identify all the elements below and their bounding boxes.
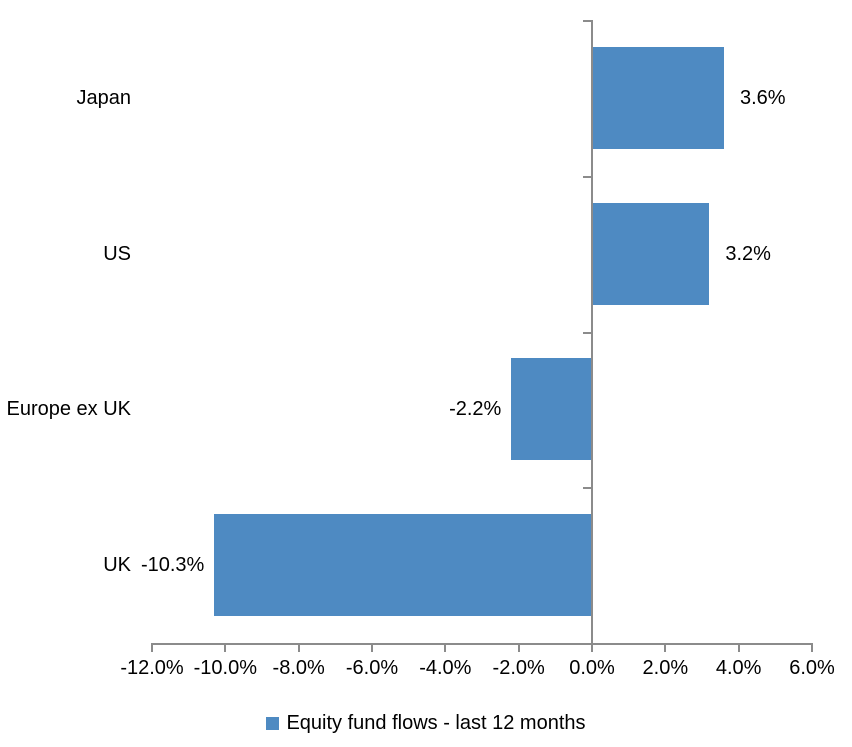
data-label-us: 3.2% bbox=[725, 242, 771, 265]
y-axis-tick bbox=[583, 331, 591, 334]
x-axis-tick bbox=[444, 643, 447, 652]
legend-label: Equity fund flows - last 12 months bbox=[286, 712, 586, 734]
data-label-japan: 3.6% bbox=[740, 86, 786, 109]
legend: Equity fund flows - last 12 months bbox=[0, 703, 852, 743]
y-axis-tick bbox=[583, 175, 591, 178]
x-tick-label: -4.0% bbox=[419, 657, 472, 679]
category-label-europe-ex-uk: Europe ex UK bbox=[6, 398, 131, 421]
x-axis-tick bbox=[811, 643, 813, 652]
x-tick-label: -8.0% bbox=[272, 657, 325, 679]
bar-us bbox=[592, 202, 710, 305]
x-tick-label: -2.0% bbox=[492, 657, 545, 679]
x-tick-label: 2.0% bbox=[642, 657, 689, 679]
legend-swatch bbox=[266, 716, 280, 730]
bar-japan bbox=[592, 46, 724, 149]
data-label-uk: -10.3% bbox=[140, 554, 205, 577]
x-axis-line bbox=[151, 643, 813, 645]
x-tick-label: -12.0% bbox=[120, 657, 184, 679]
x-tick-label: 6.0% bbox=[789, 657, 835, 679]
bar-uk bbox=[214, 514, 592, 617]
category-label-us: US bbox=[103, 242, 131, 265]
data-label-europe-ex-uk: -2.2% bbox=[449, 398, 502, 421]
bar-europe-ex-uk bbox=[511, 358, 592, 461]
y-axis-tick bbox=[583, 20, 591, 22]
x-axis-tick bbox=[591, 643, 593, 652]
x-axis-tick bbox=[224, 643, 227, 652]
x-axis-tick bbox=[151, 643, 153, 652]
x-axis-tick bbox=[297, 643, 300, 652]
x-tick-label: 0.0% bbox=[569, 657, 615, 679]
x-axis-tick bbox=[371, 643, 373, 652]
category-label-uk: UK bbox=[103, 554, 131, 577]
x-tick-label: -6.0% bbox=[345, 657, 399, 679]
x-tick-label: 4.0% bbox=[715, 657, 762, 679]
x-tick-label: -10.0% bbox=[193, 657, 258, 679]
x-axis-tick bbox=[737, 643, 740, 652]
x-axis-tick bbox=[664, 643, 667, 652]
category-label-japan: Japan bbox=[76, 86, 132, 109]
zero-line bbox=[591, 20, 593, 652]
y-axis-tick bbox=[583, 487, 591, 490]
x-axis-tick bbox=[517, 643, 520, 652]
